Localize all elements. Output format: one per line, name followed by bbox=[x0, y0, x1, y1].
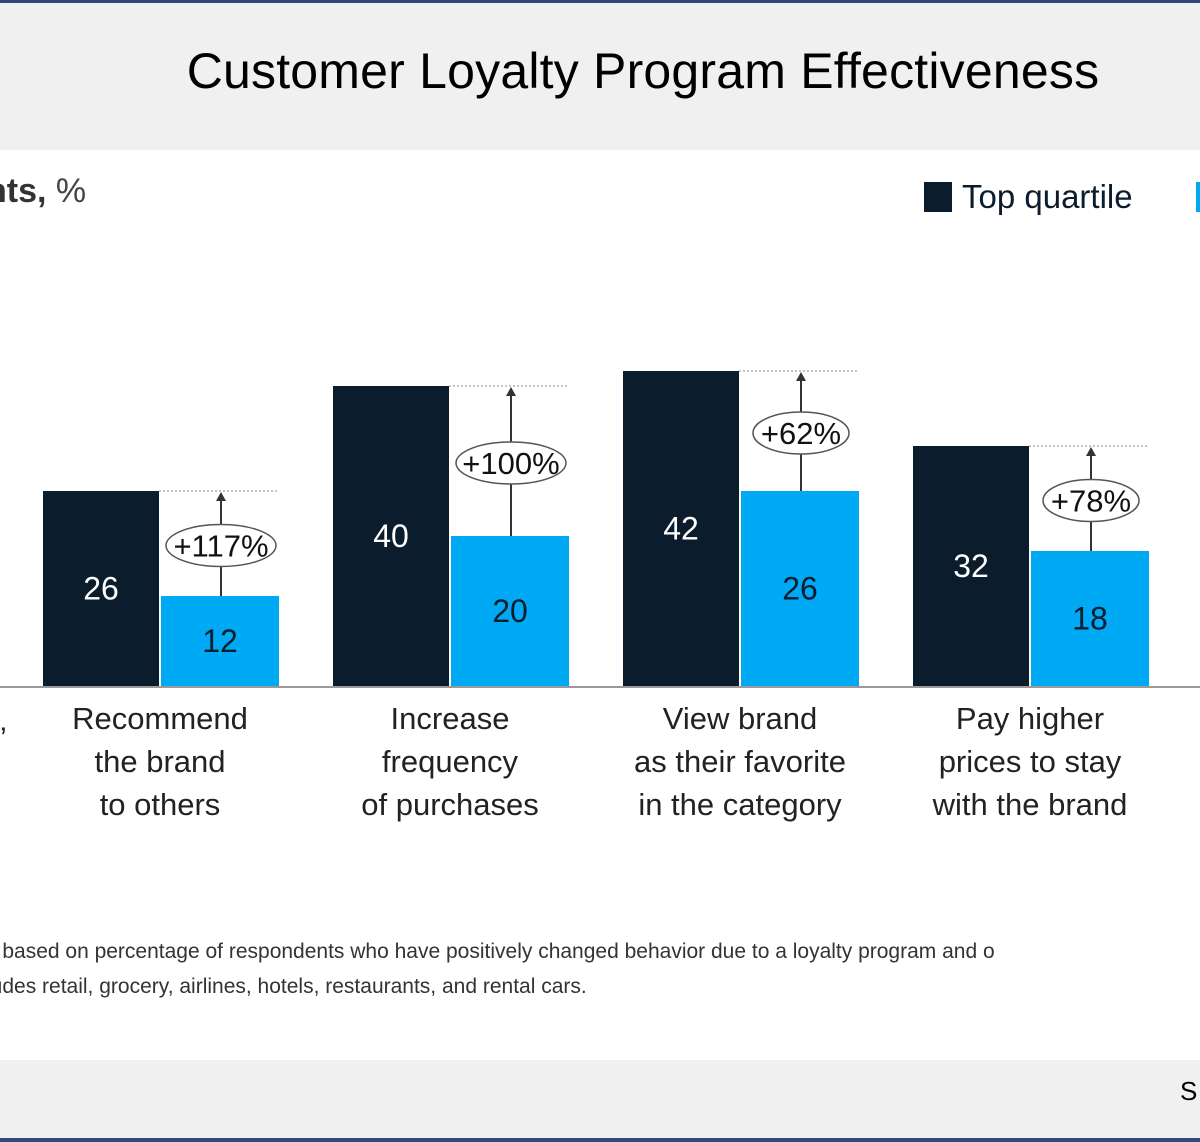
value-label-top-quartile-0: 26 bbox=[83, 571, 119, 607]
growth-arrow-head-3 bbox=[1086, 447, 1096, 456]
growth-badge-label-1: +100% bbox=[462, 446, 559, 481]
growth-arrow-head-0 bbox=[216, 492, 226, 501]
legend-swatch-top-quartile bbox=[924, 182, 952, 212]
footnote: s based on percentage of respondents who… bbox=[0, 934, 995, 1004]
footnote-line-1: s based on percentage of respondents who… bbox=[0, 940, 995, 963]
truncated-category-mark: ’ bbox=[0, 722, 7, 755]
category-label-line: Recommend bbox=[72, 701, 248, 736]
legend-label-top-quartile: Top quartile bbox=[962, 178, 1133, 215]
top-border bbox=[0, 0, 1200, 3]
growth-badge-1 bbox=[455, 441, 567, 485]
category-label-2: View brand as their favorite in the catego… bbox=[610, 697, 870, 826]
category-label-line: with the brand bbox=[932, 787, 1128, 822]
value-label-top-quartile-3: 32 bbox=[953, 548, 989, 584]
growth-arrow-head-2 bbox=[796, 372, 806, 381]
bar-second-series-3 bbox=[1031, 551, 1149, 686]
growth-badge-2 bbox=[752, 411, 850, 455]
category-label-line: in the category bbox=[638, 787, 842, 822]
category-label-line: View brand bbox=[662, 701, 818, 736]
bar-second-series-2 bbox=[741, 491, 859, 686]
unit-label: nts, % bbox=[0, 172, 86, 211]
value-label-second-series-1: 20 bbox=[492, 593, 528, 629]
page-title: Customer Loyalty Program Effectiveness bbox=[186, 43, 1100, 99]
category-label-3: Pay higher prices to stay with the brand bbox=[900, 697, 1160, 826]
category-label-line: prices to stay bbox=[938, 744, 1122, 779]
category-label-line: the brand bbox=[94, 744, 226, 779]
value-label-second-series-3: 18 bbox=[1072, 601, 1108, 637]
unit-label-percent: % bbox=[46, 172, 87, 210]
bar-second-series-1 bbox=[451, 536, 569, 686]
category-label-line: of purchases bbox=[361, 787, 539, 822]
value-label-second-series-0: 12 bbox=[202, 623, 238, 659]
value-label-top-quartile-2: 42 bbox=[663, 511, 699, 547]
category-label-line: Increase bbox=[390, 701, 510, 736]
legend-swatch-second-series bbox=[1196, 182, 1200, 212]
bottom-border bbox=[0, 1138, 1200, 1142]
category-label-1: Increase frequency of purchases bbox=[320, 697, 580, 826]
value-label-top-quartile-1: 40 bbox=[373, 518, 409, 554]
bar-top-quartile-3 bbox=[913, 446, 1029, 686]
footnote-line-2: ludes retail, grocery, airlines, hotels,… bbox=[0, 975, 587, 998]
bar-top-quartile-1 bbox=[333, 386, 449, 686]
category-label-line: Pay higher bbox=[955, 701, 1105, 736]
growth-arrow-head-1 bbox=[506, 387, 516, 396]
growth-badge-label-3: +78% bbox=[1051, 484, 1131, 519]
growth-badge-3 bbox=[1042, 478, 1140, 523]
category-label-0: Recommend the brand to others bbox=[30, 697, 290, 826]
growth-badge-0 bbox=[165, 523, 277, 568]
footer-bar bbox=[0, 1060, 1200, 1138]
unit-label-bold: nts, bbox=[0, 172, 47, 210]
bar-second-series-0 bbox=[161, 596, 279, 686]
category-label-line: frequency bbox=[381, 744, 519, 779]
bar-top-quartile-2 bbox=[623, 371, 739, 686]
value-label-second-series-2: 26 bbox=[782, 571, 818, 607]
category-label-line: to others bbox=[99, 787, 221, 822]
growth-badge-label-0: +117% bbox=[173, 529, 268, 564]
bar-top-quartile-0 bbox=[43, 491, 159, 686]
category-label-line: as their favorite bbox=[634, 744, 846, 779]
growth-badge-label-2: +62% bbox=[761, 416, 841, 451]
source-fragment: S bbox=[1180, 1076, 1198, 1106]
